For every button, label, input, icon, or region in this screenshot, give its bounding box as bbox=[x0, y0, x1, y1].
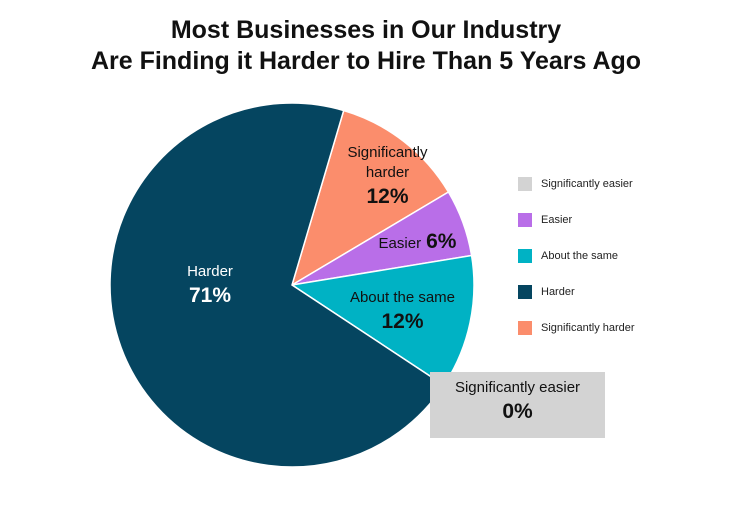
slice-category: Significantly easier bbox=[454, 379, 581, 396]
legend-label: Easier bbox=[541, 214, 573, 226]
slice-category: Significantly harder bbox=[347, 144, 428, 181]
legend-label: About the same bbox=[541, 250, 619, 262]
slice-value: 0% bbox=[502, 400, 533, 423]
slice-label: Easier 6% bbox=[370, 230, 465, 254]
pie-slice bbox=[109, 102, 445, 468]
slice-label: Significantly harder 12% bbox=[335, 143, 440, 207]
legend-label: Harder bbox=[541, 286, 575, 298]
slice-label: Significantly easier 0% bbox=[430, 372, 605, 438]
chart-title: Most Businesses in Our Industry bbox=[170, 16, 562, 44]
legend-swatch bbox=[518, 249, 532, 263]
legend-swatch bbox=[518, 285, 532, 299]
legend-swatch bbox=[518, 213, 532, 227]
slice-category: Harder bbox=[187, 263, 233, 280]
chart-title: Are Finding it Harder to Hire Than 5 Yea… bbox=[90, 47, 642, 75]
slice-value: 12% bbox=[366, 185, 409, 208]
slice-label: Harder 71% bbox=[160, 262, 260, 306]
slice-value: 71% bbox=[188, 284, 232, 307]
legend-swatch bbox=[518, 177, 532, 191]
slice-category: Easier bbox=[378, 235, 422, 252]
slice-category: About the same bbox=[349, 289, 456, 306]
slice-value: 12% bbox=[381, 310, 424, 333]
slice-value: 6% bbox=[426, 230, 457, 253]
legend-swatch bbox=[518, 321, 532, 335]
legend-label: Significantly harder bbox=[541, 322, 635, 334]
legend-label: Significantly easier bbox=[541, 178, 633, 190]
slice-label: About the same 12% bbox=[345, 288, 460, 332]
